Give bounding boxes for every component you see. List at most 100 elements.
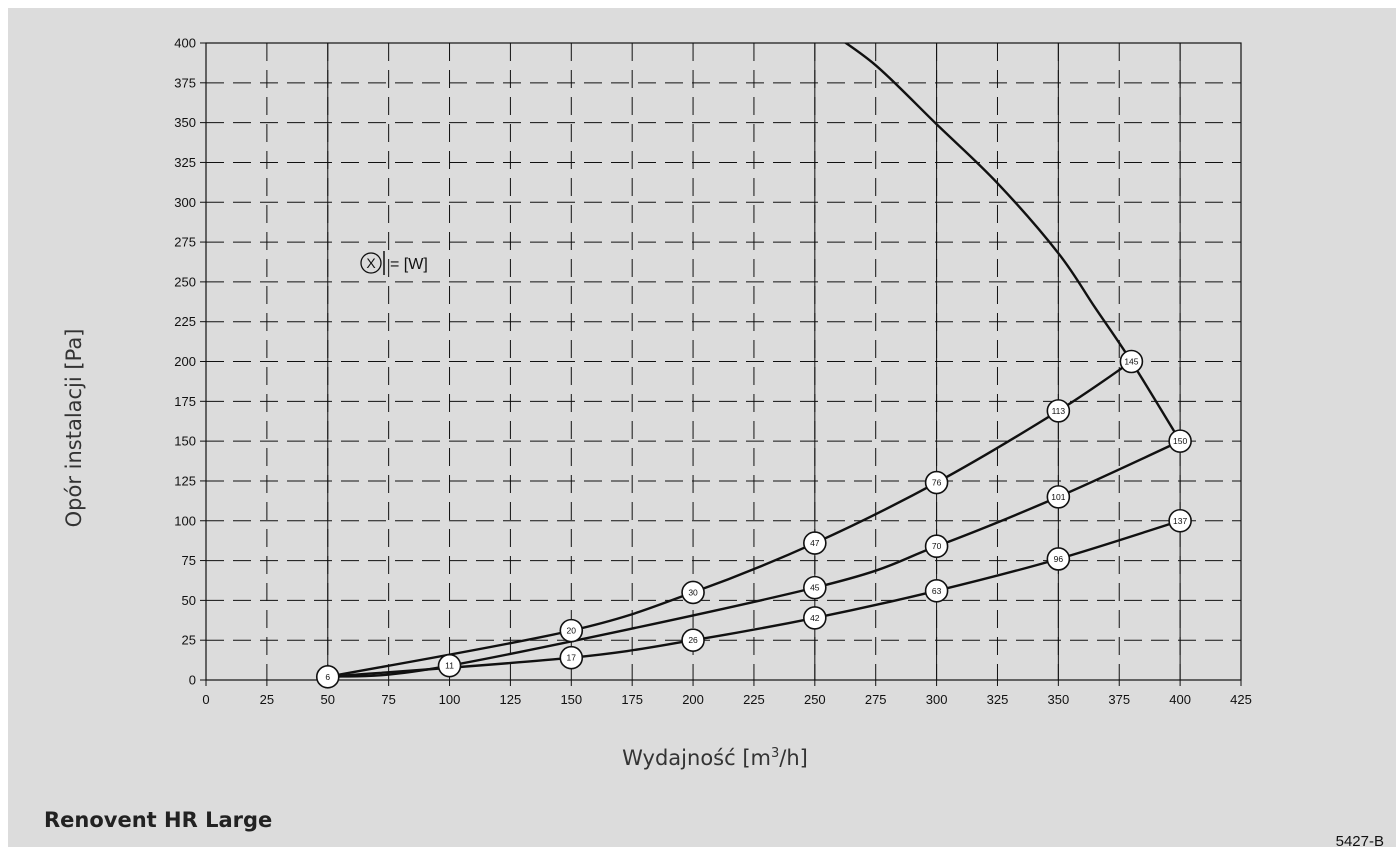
y-tick-label: 150 [174, 434, 196, 449]
marker-label: 96 [1054, 554, 1064, 564]
x-axis-label-unit: /h] [779, 746, 808, 770]
marker-circle [1119, 349, 1144, 374]
y-tick-label: 250 [174, 274, 196, 289]
marker-circle [681, 580, 705, 605]
y-tick-label: 325 [174, 155, 196, 170]
marker-circle [1046, 485, 1071, 509]
power-marker: 20 [559, 618, 584, 643]
x-axis-label: Wydajność [m3/h] [622, 746, 808, 770]
power-marker: 137 [1168, 508, 1192, 533]
marker-label: 47 [810, 538, 820, 548]
y-tick-label: 200 [174, 354, 196, 369]
marker-circle [559, 618, 584, 643]
marker-label: 30 [688, 587, 698, 597]
marker-layer: 6 20 30 47 76 113 145 11 45 70 101 150 17 26 42 63 96 137 [315, 349, 1192, 689]
y-tick-label: 50 [182, 593, 196, 608]
x-axis-label-sup: 3 [770, 746, 780, 761]
x-tick-label: 25 [260, 692, 274, 707]
legend-symbol: X [366, 255, 376, 271]
x-tick-label: 175 [621, 692, 643, 707]
marker-circle [924, 470, 949, 495]
tick-labels: 0 25 50 75 100 125 150 175 200 225 250 275 300 325 350… [174, 36, 1252, 708]
marker-label: 17 [567, 653, 577, 663]
marker-label: 76 [932, 478, 942, 488]
x-tick-label: 350 [1048, 692, 1070, 707]
power-marker: 76 [924, 470, 949, 495]
marker-label: 145 [1124, 357, 1138, 367]
marker-label: 137 [1173, 516, 1187, 526]
x-axis-label-main: Wydajność [m [622, 746, 771, 770]
marker-label: 63 [932, 586, 942, 596]
y-tick-label: 100 [174, 513, 196, 528]
y-tick-label: 175 [174, 394, 196, 409]
power-marker: 113 [1046, 399, 1071, 423]
x-tick-label: 75 [381, 692, 395, 707]
power-marker: 11 [437, 653, 462, 678]
marker-circle [803, 606, 827, 630]
marker-label: 6 [325, 672, 330, 682]
power-marker: 101 [1046, 485, 1071, 509]
y-tick-label: 125 [174, 473, 196, 488]
marker-label: 113 [1052, 406, 1066, 416]
legend-circle [360, 252, 382, 274]
power-marker: 150 [1168, 429, 1192, 453]
chart-svg: 0 25 50 75 100 125 150 175 200 225 250 275 300 325 350… [174, 36, 1252, 708]
x-tick-label: 0 [202, 692, 209, 707]
y-tick-label: 225 [174, 314, 196, 329]
marker-circle [924, 534, 949, 559]
grid-layer [205, 42, 1242, 681]
marker-circle [437, 653, 462, 678]
marker-label: 101 [1051, 492, 1065, 502]
marker-circle [1046, 547, 1071, 571]
x-tick-label: 50 [321, 692, 335, 707]
x-tick-label: 100 [439, 692, 461, 707]
marker-circle [559, 645, 584, 670]
x-tick-label: 325 [987, 692, 1009, 707]
power-marker: 42 [803, 606, 827, 630]
marker-label: 42 [810, 613, 820, 623]
marker-label: 11 [445, 661, 454, 671]
chart-panel: 0 25 50 75 100 125 150 175 200 225 250 275 300 325 350… [8, 8, 1396, 850]
figure-code: 5427-B [1335, 833, 1384, 850]
x-tick-label: 125 [500, 692, 522, 707]
figure-title: Renovent HR Large [44, 808, 273, 832]
x-tick-label: 300 [926, 692, 948, 707]
marker-label: 20 [567, 626, 577, 636]
y-tick-label: 25 [182, 633, 196, 648]
marker-circle [803, 575, 827, 600]
marker-circle [681, 628, 705, 652]
y-tick-label: 375 [174, 75, 196, 90]
power-marker: 47 [803, 531, 827, 555]
marker-label: 150 [1173, 436, 1187, 446]
power-marker: 17 [559, 645, 584, 670]
marker-circle [803, 531, 827, 555]
power-marker: 63 [924, 579, 949, 603]
series-line-1 [327, 360, 1133, 678]
power-marker: 30 [681, 580, 705, 605]
x-tick-label: 200 [682, 692, 704, 707]
marker-circle [1046, 399, 1071, 423]
x-tick-label: 275 [865, 692, 887, 707]
marker-circle [1168, 508, 1192, 533]
x-tick-label: 225 [743, 692, 765, 707]
power-marker: 145 [1119, 349, 1144, 374]
x-tick-label: 400 [1169, 692, 1191, 707]
y-tick-label: 0 [189, 673, 196, 688]
legend: X = [W] [360, 251, 428, 275]
marker-label: 70 [932, 541, 942, 551]
x-tick-label: 425 [1230, 692, 1252, 707]
marker-circle [315, 665, 340, 689]
legend-text: = [W] [390, 256, 428, 273]
y-tick-label: 350 [174, 115, 196, 130]
marker-label: 45 [810, 583, 820, 593]
power-marker: 45 [803, 575, 827, 600]
y-tick-label: 300 [174, 195, 196, 210]
marker-circle [1168, 429, 1192, 453]
y-axis-label: Opór instalacji [Pa] [62, 328, 86, 528]
x-tick-label: 250 [804, 692, 826, 707]
x-tick-label: 150 [560, 692, 582, 707]
power-marker: 96 [1046, 547, 1071, 571]
y-tick-label: 400 [174, 36, 196, 51]
x-tick-label: 375 [1108, 692, 1130, 707]
power-marker: 70 [924, 534, 949, 559]
